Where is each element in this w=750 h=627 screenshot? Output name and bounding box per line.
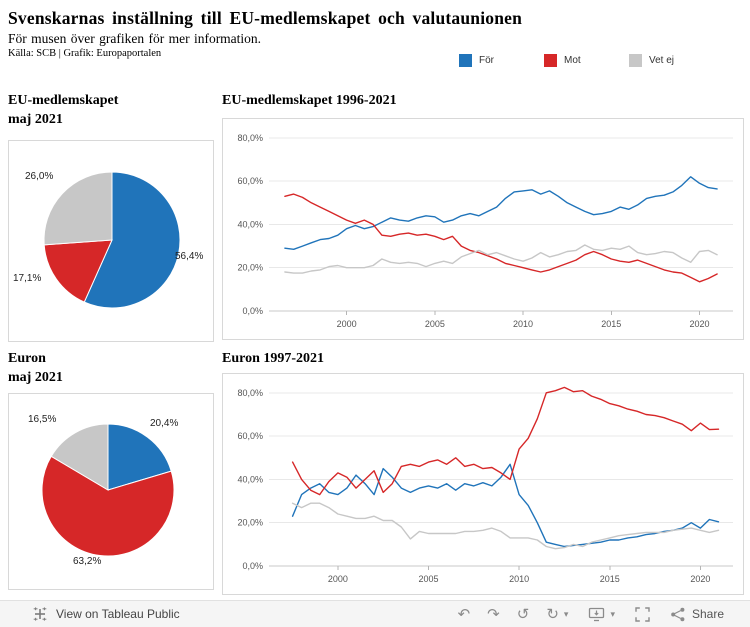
pie-chart-eu[interactable] xyxy=(9,141,211,339)
pie-slice-label-mot: 63,2% xyxy=(73,556,102,567)
svg-text:80,0%: 80,0% xyxy=(237,133,263,143)
legend-item-mot[interactable]: Mot xyxy=(544,54,629,67)
line-eu-title: EU-medlemskapet 1996-2021 xyxy=(222,93,397,108)
legend-item-vetej[interactable]: Vet ej xyxy=(629,54,714,67)
legend-label-for: För xyxy=(479,55,494,66)
svg-text:20,0%: 20,0% xyxy=(237,518,263,528)
pie-chart-euro[interactable] xyxy=(9,394,211,587)
svg-text:60,0%: 60,0% xyxy=(237,176,263,186)
chevron-down-icon[interactable]: ▾ xyxy=(563,608,569,619)
legend-item-for[interactable]: För xyxy=(459,54,544,67)
svg-text:40,0%: 40,0% xyxy=(237,219,263,229)
legend-label-vetej: Vet ej xyxy=(649,55,675,66)
svg-text:2010: 2010 xyxy=(509,574,529,584)
line-chart-euro[interactable]: 0,0% 20,0% 40,0% 60,0% 80,0% 2000 2005 2010 2015… xyxy=(223,374,741,592)
pie-euro-title: Euron maj 2021 xyxy=(8,350,208,388)
pie-euro-title-line1: Euron xyxy=(8,351,46,366)
svg-text:2005: 2005 xyxy=(418,574,438,584)
svg-text:2020: 2020 xyxy=(690,574,710,584)
svg-text:60,0%: 60,0% xyxy=(237,431,263,441)
view-on-tableau-public-button[interactable]: View on Tableau Public xyxy=(32,606,180,622)
pie-slice-label-mot: 17,1% xyxy=(13,273,42,284)
pie-panel-euro: 20,4% 63,2% 16,5% xyxy=(8,393,214,590)
undo-icon[interactable]: ↶ xyxy=(457,605,471,623)
legend-swatch-for xyxy=(459,54,472,67)
svg-text:2015: 2015 xyxy=(600,574,620,584)
svg-text:2020: 2020 xyxy=(689,319,709,329)
svg-text:40,0%: 40,0% xyxy=(237,474,263,484)
fullscreen-icon[interactable] xyxy=(635,606,650,622)
svg-text:2010: 2010 xyxy=(513,319,533,329)
download-icon[interactable] xyxy=(588,607,605,622)
share-label: Share xyxy=(691,607,724,621)
pie-slice-label-for: 56,4% xyxy=(175,251,204,262)
pie-slice-label-for: 20,4% xyxy=(150,418,179,429)
reset-icon[interactable]: ↺ xyxy=(516,605,530,623)
pie-panel-eu: 56,4% 17,1% 26,0% xyxy=(8,140,214,342)
svg-text:0,0%: 0,0% xyxy=(242,561,263,571)
chevron-down-icon[interactable]: ▾ xyxy=(610,608,615,619)
pie-slice-label-vetej: 16,5% xyxy=(28,414,57,425)
pie-eu-title-line2: maj 2021 xyxy=(8,111,63,127)
legend-label-mot: Mot xyxy=(564,55,581,66)
legend-swatch-vetej xyxy=(629,54,642,67)
pie-euro-title-line2: maj 2021 xyxy=(8,369,63,385)
refresh-icon[interactable]: ↻ xyxy=(546,605,559,623)
share-button[interactable]: Share xyxy=(670,607,724,622)
line-chart-eu[interactable]: 0,0% 20,0% 40,0% 60,0% 80,0% 2000 2005 2010 2015… xyxy=(223,119,741,337)
source-credit: Källa: SCB | Grafik: Europaportalen xyxy=(8,48,162,59)
dashboard-subtitle: För musen över grafiken för mer informat… xyxy=(8,31,262,46)
svg-text:2000: 2000 xyxy=(337,319,357,329)
svg-text:2015: 2015 xyxy=(601,319,621,329)
line-panel-euro: 0,0% 20,0% 40,0% 60,0% 80,0% 2000 2005 2010 2015… xyxy=(222,373,744,595)
view-on-tableau-public-label: View on Tableau Public xyxy=(56,607,180,621)
line-panel-eu: 0,0% 20,0% 40,0% 60,0% 80,0% 2000 2005 2010 2015… xyxy=(222,118,744,340)
color-legend: För Mot Vet ej xyxy=(459,54,714,67)
svg-text:80,0%: 80,0% xyxy=(237,388,263,398)
tableau-logo-icon xyxy=(33,607,47,621)
svg-text:2000: 2000 xyxy=(328,574,348,584)
svg-text:0,0%: 0,0% xyxy=(242,306,263,316)
toolbar-actions: ↶ ↷ ↺ ↻ ▾ ▾ Share xyxy=(441,607,750,622)
svg-text:20,0%: 20,0% xyxy=(237,263,263,273)
redo-icon[interactable]: ↷ xyxy=(487,605,500,623)
line-euro-title: Euron 1997-2021 xyxy=(222,351,325,366)
pie-slice-label-vetej: 26,0% xyxy=(25,171,54,182)
share-icon xyxy=(671,607,685,621)
pie-eu-title-line1: EU-medlemskapet xyxy=(8,93,119,108)
dashboard-title: Svenskarnas inställning till EU-medlemsk… xyxy=(8,8,523,28)
pie-eu-title: EU-medlemskapet maj 2021 xyxy=(8,92,208,130)
svg-text:2005: 2005 xyxy=(425,319,445,329)
tableau-toolbar: View on Tableau Public ↶ ↷ ↺ ↻ ▾ ▾ xyxy=(0,600,750,627)
legend-swatch-mot xyxy=(544,54,557,67)
